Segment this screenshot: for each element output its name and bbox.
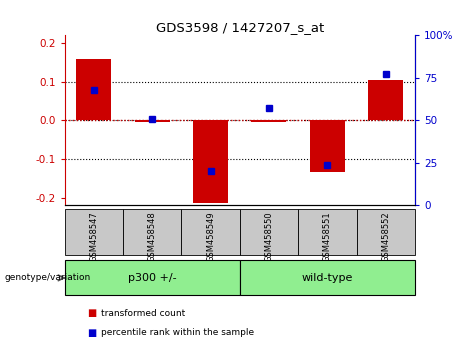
Bar [65, 261, 240, 295]
Bar [356, 209, 415, 255]
Text: genotype/variation: genotype/variation [5, 273, 91, 282]
Bar [298, 209, 356, 255]
Text: GSM458552: GSM458552 [381, 211, 390, 262]
Text: p300 +/-: p300 +/- [128, 273, 177, 283]
Bar [135, 120, 170, 122]
Bar [65, 209, 123, 255]
Title: GDS3598 / 1427207_s_at: GDS3598 / 1427207_s_at [156, 21, 324, 34]
Text: ■: ■ [88, 308, 97, 318]
Text: GSM458549: GSM458549 [206, 211, 215, 262]
Bar [181, 209, 240, 255]
Text: transformed count: transformed count [101, 309, 186, 318]
Bar [368, 80, 403, 120]
Bar [76, 58, 111, 120]
Text: GSM458547: GSM458547 [89, 211, 98, 262]
Bar [123, 209, 181, 255]
Text: GSM458550: GSM458550 [265, 211, 273, 262]
Bar [193, 120, 228, 204]
Text: ■: ■ [88, 328, 97, 338]
Text: percentile rank within the sample: percentile rank within the sample [101, 328, 254, 337]
Bar [240, 261, 415, 295]
Text: GSM458548: GSM458548 [148, 211, 157, 262]
Text: GSM458551: GSM458551 [323, 211, 332, 262]
Bar [310, 120, 345, 172]
Bar [240, 209, 298, 255]
Text: wild-type: wild-type [301, 273, 353, 283]
Bar [251, 120, 286, 122]
